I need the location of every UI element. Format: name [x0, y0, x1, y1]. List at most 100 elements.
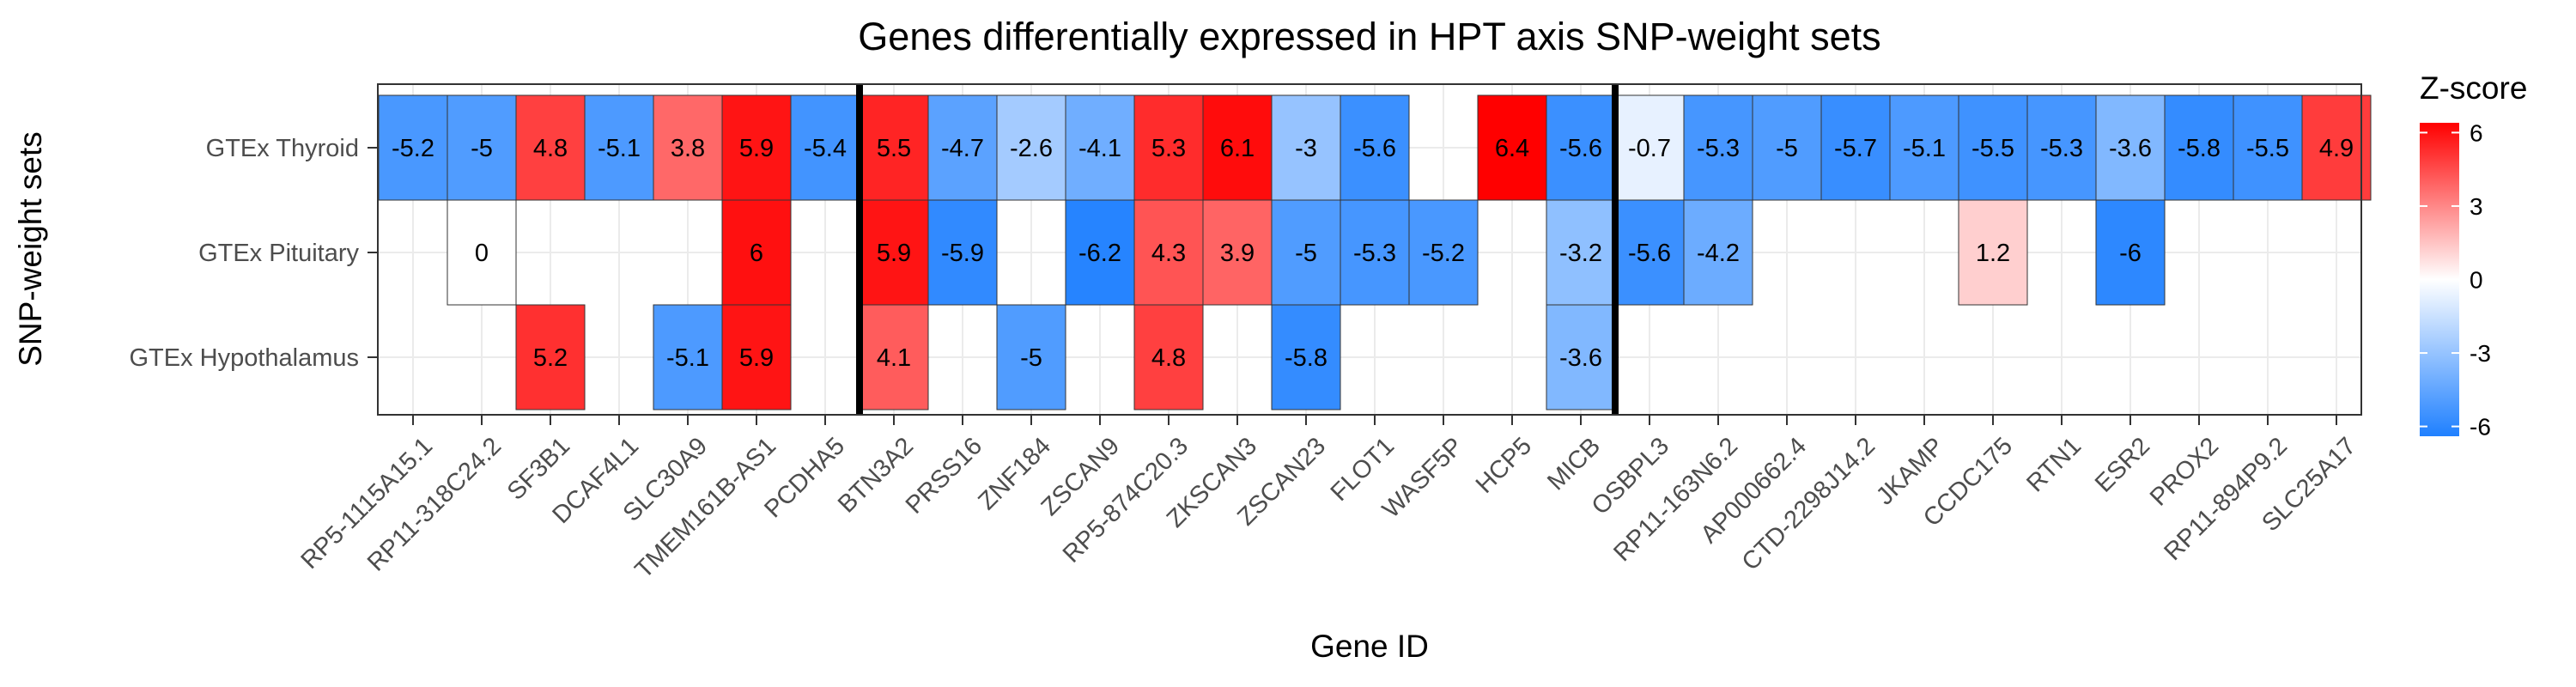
heatmap-cell-rect [447, 94, 517, 201]
heatmap-cell-label: -4.2 [1697, 240, 1740, 267]
heatmap-cell-label: -5.2 [1422, 240, 1465, 267]
y-tick-label: GTEx Thyroid [206, 135, 359, 162]
heatmap-cell: -5.2 [378, 94, 448, 201]
heatmap-cell-label: -5.1 [666, 344, 709, 372]
chart-title: Genes differentially expressed in HPT ax… [858, 15, 1880, 58]
legend: Z-score 6 3 0 -3 -6 [2420, 70, 2527, 441]
heatmap-cell-label: 5.9 [739, 135, 774, 162]
heatmap-cell-label: 5.3 [1151, 135, 1186, 162]
x-tick-label: RP5-874C20.3 [1058, 432, 1194, 568]
heatmap-cell-rect [653, 304, 723, 410]
heatmap-cell: -3.2 [1546, 199, 1616, 306]
heatmap-cell-label: -5.5 [1971, 135, 2014, 162]
heatmap-cell-label: -5 [1295, 240, 1317, 267]
heatmap-cell-label: -5.4 [804, 135, 847, 162]
heatmap-cell-label: 5.9 [877, 240, 911, 267]
heatmap-cell-label: 4.9 [2319, 135, 2354, 162]
heatmap-cell-label: -5 [1776, 135, 1798, 162]
heatmap-cell: 6 [721, 199, 792, 306]
heatmap-cell-rect [515, 94, 586, 201]
legend-title: Z-score [2420, 70, 2527, 106]
heatmap-cell: -5.3 [1683, 94, 1753, 201]
heatmap-cell: 6.4 [1477, 94, 1547, 201]
heatmap-cell: -4.2 [1683, 199, 1753, 306]
heatmap-cell-rect [1408, 199, 1479, 306]
heatmap-cell: 5.9 [859, 199, 929, 306]
x-axis-ticks: RP5-1115A15.1RP11-318C24.2SF3B1DCAF4L1SL… [296, 415, 2361, 584]
heatmap-cell: 1.2 [1958, 199, 2028, 306]
heatmap-cell: -5.6 [1614, 199, 1685, 306]
heatmap-cell-rect [1340, 94, 1410, 201]
heatmap-cell-label: -4.7 [941, 135, 984, 162]
heatmap-cell-label: -0.7 [1628, 135, 1671, 162]
heatmap-cell-rect [721, 199, 792, 306]
heatmap-cell-label: -5.9 [941, 240, 984, 267]
heatmap-cell-rect [859, 304, 929, 410]
heatmap-cell-label: -5.5 [2246, 135, 2289, 162]
heatmap-cell: 5.9 [721, 304, 792, 410]
heatmap-cell-label: -3.6 [2109, 135, 2152, 162]
heatmap-cell-rect [2026, 94, 2097, 201]
x-tick-label: RP11-163N6.2 [1608, 432, 1743, 567]
panel-border [377, 83, 2362, 416]
heatmap-cell: 5.9 [721, 94, 792, 201]
heatmap-cell: 4.1 [859, 304, 929, 410]
heatmap-cell-rect [584, 94, 654, 201]
heatmap-cell-rect [2095, 199, 2166, 306]
heatmap-cell-label: -5.3 [1697, 135, 1740, 162]
x-tick-label: RP11-894P9.2 [2159, 432, 2293, 566]
heatmap-cell-rect [2095, 94, 2166, 201]
heatmap-cell: 4.8 [515, 94, 586, 201]
heatmap-cell-rect [1752, 94, 1822, 201]
heatmap-cell: 3.9 [1202, 199, 1273, 306]
heatmap-cell: 5.3 [1133, 94, 1204, 201]
heatmap-cell-rect [2233, 94, 2303, 201]
heatmap-cell-label: 1.2 [1976, 240, 2010, 267]
heatmap-cell-label: -5 [1020, 344, 1042, 372]
heatmap-cell: -2.6 [996, 94, 1066, 201]
heatmap-cell: -5.3 [1340, 199, 1410, 306]
heatmap-cell: -6.2 [1065, 199, 1135, 306]
heatmap-cell-label: -2.6 [1010, 135, 1053, 162]
heatmap-cell-label: -5.8 [2178, 135, 2221, 162]
heatmap-cell-rect [515, 304, 586, 410]
heatmap-cell-rect [721, 94, 792, 201]
heatmap-cell: -5.5 [2233, 94, 2303, 201]
heatmap-cell-rect [1271, 304, 1341, 410]
x-axis-title: Gene ID [1310, 629, 1429, 664]
heatmap-cell: -5.1 [584, 94, 654, 201]
heatmap-cell-label: -5.6 [1559, 135, 1602, 162]
heatmap-cell-label: -5.6 [1353, 135, 1396, 162]
heatmap-cell-rect [1133, 304, 1204, 410]
heatmap-cell: 4.9 [2301, 94, 2372, 201]
heatmap-cell: -5.6 [1546, 94, 1616, 201]
heatmap-cell-rect [927, 199, 998, 306]
heatmap-cell: -0.7 [1614, 94, 1685, 201]
heatmap-cell: -5.1 [1889, 94, 1959, 201]
heatmap-cell-label: -5.1 [1903, 135, 1946, 162]
heatmap-cell-label: -5.1 [598, 135, 641, 162]
heatmap-cell-label: -5 [471, 135, 493, 162]
heatmap-cell: -6 [2095, 199, 2166, 306]
y-tick-label: GTEx Pituitary [198, 240, 359, 267]
heatmap-cell: -4.1 [1065, 94, 1135, 201]
heatmap-cell-rect [378, 94, 448, 201]
heatmap-cell-rect [1614, 94, 1685, 201]
legend-ticks: 6 3 0 -3 -6 [2420, 119, 2491, 441]
heatmap-cell-rect [1546, 94, 1616, 201]
heatmap-cell: 4.3 [1133, 199, 1204, 306]
legend-tick-label: -3 [2470, 340, 2491, 367]
x-tick-label: RTN1 [2021, 432, 2087, 497]
heatmap-cell: -3 [1271, 94, 1341, 201]
heatmap-cell: -5.2 [1408, 199, 1479, 306]
heatmap-cell-label: 4.8 [533, 135, 568, 162]
heatmap-cell-label: -5.2 [392, 135, 434, 162]
heatmap-cell-label: 5.9 [739, 344, 774, 372]
heatmap-cell-rect [859, 199, 929, 306]
x-tick-label: ESR2 [2090, 432, 2155, 497]
heatmap-cell-rect [1133, 199, 1204, 306]
heatmap-cell-label: -4.1 [1078, 135, 1121, 162]
heatmap-cell: -5.7 [1820, 94, 1891, 201]
heatmap-cell-rect [653, 94, 723, 201]
